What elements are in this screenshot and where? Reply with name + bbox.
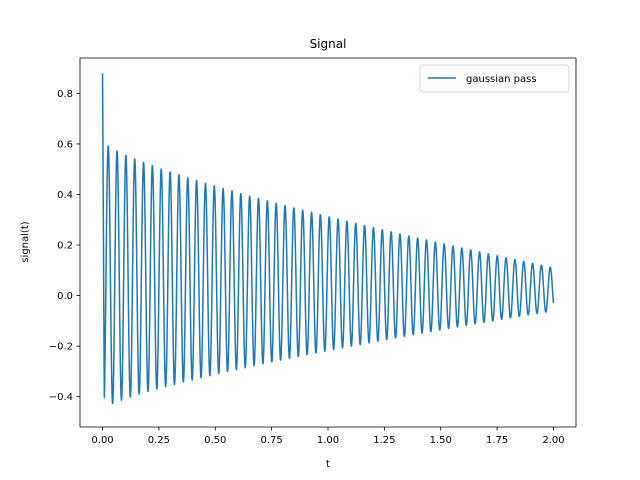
y-tick-label: −0.4 [49, 392, 73, 403]
chart-title: Signal [310, 37, 347, 51]
x-tick-label: 1.50 [430, 435, 452, 446]
x-tick-label: 1.75 [486, 435, 508, 446]
x-tick-label: 0.50 [204, 435, 226, 446]
x-tick-label: 0.75 [261, 435, 283, 446]
series-line-gaussian-pass [101, 73, 555, 405]
legend-label: gaussian pass [466, 74, 537, 85]
x-ticks: 0.00 0.25 0.50 0.75 1.00 1.25 1.50 1.75 2.00 [91, 427, 565, 446]
x-axis-label: t [326, 459, 330, 470]
y-tick-label: 0.0 [57, 291, 73, 302]
legend-box [419, 64, 570, 93]
x-tick-label: 1.00 [317, 435, 339, 446]
y-tick-label: −0.2 [49, 342, 73, 353]
y-tick-label: 0.8 [57, 89, 73, 100]
y-ticks: −0.4 −0.2 0.0 0.2 0.4 0.6 0.8 [49, 89, 80, 403]
x-tick-label: 1.25 [373, 435, 395, 446]
series-layer [101, 73, 555, 405]
legend: gaussian pass [419, 64, 570, 93]
y-axis-label: signal(t) [20, 221, 31, 262]
y-tick-label: 0.6 [57, 139, 73, 150]
x-tick-label: 0.00 [91, 435, 113, 446]
y-tick-label: 0.2 [57, 241, 73, 252]
x-tick-label: 0.25 [148, 435, 170, 446]
y-tick-label: 0.4 [57, 190, 73, 201]
x-tick-label: 2.00 [542, 435, 564, 446]
